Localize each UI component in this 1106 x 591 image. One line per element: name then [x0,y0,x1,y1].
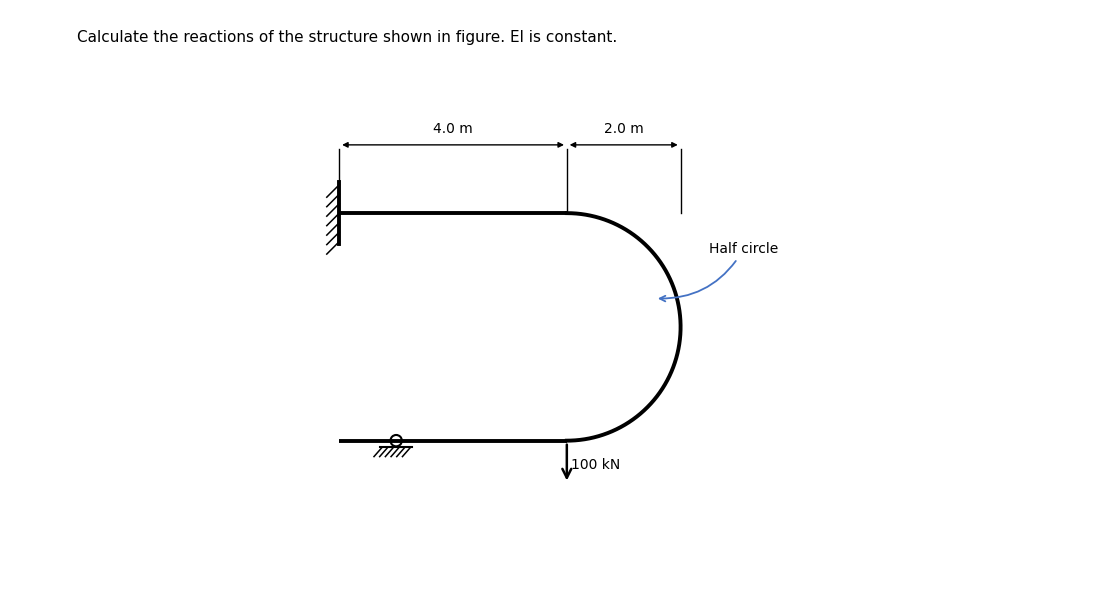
Text: 100 kN: 100 kN [571,457,620,472]
Text: Half circle: Half circle [660,242,779,301]
Text: 2.0 m: 2.0 m [604,122,644,137]
Text: 4.0 m: 4.0 m [434,122,473,137]
Text: Calculate the reactions of the structure shown in figure. El is constant.: Calculate the reactions of the structure… [77,30,617,44]
